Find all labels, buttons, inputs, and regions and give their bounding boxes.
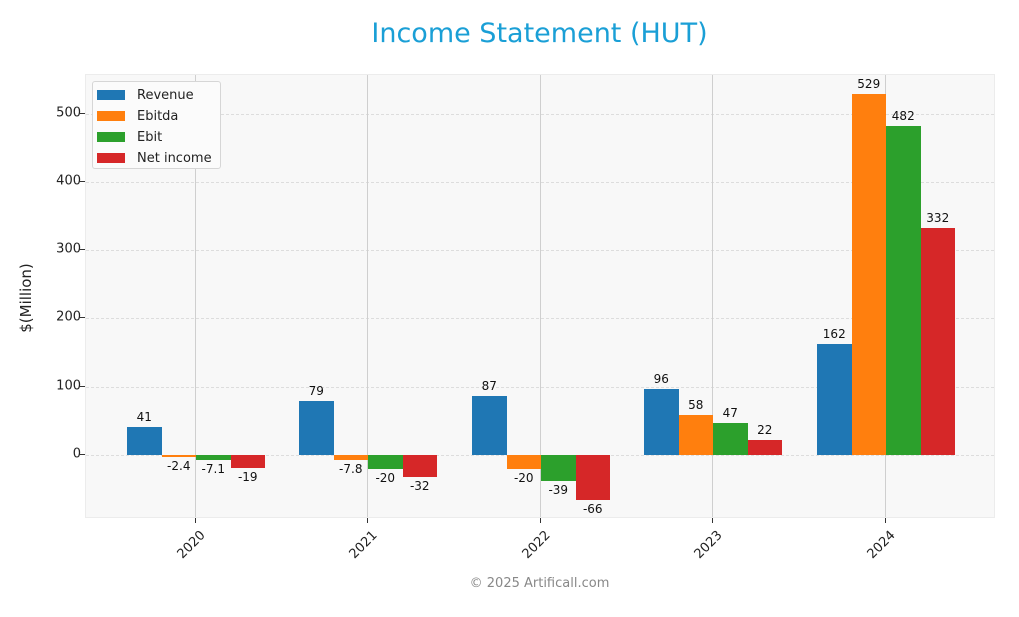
bar-ebitda-2020 bbox=[161, 454, 196, 457]
x-tick-mark bbox=[540, 518, 541, 523]
legend-item-net-income: Net income bbox=[97, 150, 212, 166]
legend-item-ebit: Ebit bbox=[97, 129, 162, 145]
value-label: 22 bbox=[757, 422, 773, 437]
bar-ebit-2020 bbox=[196, 454, 231, 460]
x-tick-mark bbox=[367, 518, 368, 523]
value-label: -2.4 bbox=[167, 458, 191, 473]
copyright-footer: © 2025 Artificall.com bbox=[469, 576, 610, 591]
x-tick-label: 2024 bbox=[864, 528, 899, 563]
value-label: 41 bbox=[136, 409, 152, 424]
y-tick-label: 400 bbox=[56, 173, 81, 189]
y-tick-label: 300 bbox=[56, 241, 81, 257]
x-tick-label: 2020 bbox=[174, 528, 209, 563]
value-label: 79 bbox=[308, 384, 324, 398]
bar-ebit-2023 bbox=[713, 422, 748, 455]
bar-ebit-2021 bbox=[368, 454, 403, 469]
legend-item-ebitda: Ebitda bbox=[97, 108, 178, 124]
value-label: -66 bbox=[582, 501, 603, 516]
v-gridline bbox=[712, 75, 713, 517]
bar-ebitda-2021 bbox=[333, 454, 368, 461]
bar-ebit-2024 bbox=[886, 126, 921, 455]
bar-revenue-2023 bbox=[644, 389, 679, 455]
y-tick-label: 100 bbox=[56, 378, 81, 394]
x-tick-mark bbox=[885, 518, 886, 523]
y-axis-label: $(Million) bbox=[17, 263, 35, 333]
value-label: 332 bbox=[926, 211, 950, 226]
value-label: -7.1 bbox=[201, 461, 225, 476]
x-tick-mark bbox=[195, 518, 196, 523]
x-tick-label: 2022 bbox=[519, 528, 554, 563]
legend: Revenue Ebitda Ebit Net income bbox=[92, 81, 221, 169]
value-label: -20 bbox=[513, 470, 534, 485]
y-tick-label: 0 bbox=[72, 446, 81, 462]
y-tick-mark bbox=[80, 385, 85, 387]
value-label: 47 bbox=[722, 405, 738, 420]
value-label: -32 bbox=[409, 478, 430, 493]
bar-net-income-2021 bbox=[402, 454, 437, 477]
y-tick-mark bbox=[80, 249, 85, 251]
bar-ebitda-2024 bbox=[851, 94, 886, 455]
value-label: 529 bbox=[857, 77, 881, 92]
bar-net-income-2023 bbox=[747, 439, 782, 455]
legend-swatch-ebitda bbox=[97, 111, 125, 121]
value-label: -19 bbox=[237, 469, 258, 484]
value-label: 96 bbox=[653, 372, 669, 387]
value-label: -7.8 bbox=[339, 462, 363, 477]
plot-area: 41 -2.4 -7.1 -19 79 -7.8 -20 -32 87 -20 -39 -66 96 58… bbox=[85, 74, 995, 518]
legend-swatch-ebit bbox=[97, 132, 125, 142]
y-tick-label: 500 bbox=[56, 105, 81, 121]
y-tick-label: 200 bbox=[56, 309, 81, 325]
legend-item-revenue: Revenue bbox=[97, 87, 194, 103]
legend-swatch-revenue bbox=[97, 90, 125, 100]
bar-net-income-2022 bbox=[575, 454, 610, 500]
x-tick-label: 2021 bbox=[346, 528, 381, 563]
value-label: -20 bbox=[375, 470, 396, 485]
bar-revenue-2020 bbox=[127, 426, 162, 455]
legend-swatch-net-income bbox=[97, 153, 125, 163]
bar-revenue-2021 bbox=[299, 401, 334, 455]
x-tick-label: 2023 bbox=[691, 528, 726, 563]
value-label: 162 bbox=[822, 327, 846, 342]
bar-ebit-2022 bbox=[541, 454, 576, 482]
v-gridline bbox=[540, 75, 541, 517]
value-label: -39 bbox=[548, 483, 569, 498]
bar-revenue-2024 bbox=[817, 344, 852, 455]
v-gridline bbox=[195, 75, 196, 517]
value-label: 58 bbox=[688, 398, 704, 413]
x-tick-mark bbox=[712, 518, 713, 523]
bar-ebitda-2023 bbox=[678, 415, 713, 455]
v-gridline bbox=[367, 75, 368, 517]
y-tick-mark bbox=[80, 317, 85, 319]
value-label: 482 bbox=[891, 109, 915, 124]
bar-ebitda-2022 bbox=[506, 454, 541, 469]
y-tick-mark bbox=[80, 181, 85, 183]
value-label: 87 bbox=[481, 378, 497, 393]
bar-net-income-2020 bbox=[230, 454, 265, 468]
bar-revenue-2022 bbox=[472, 395, 507, 455]
bar-net-income-2024 bbox=[920, 228, 955, 455]
y-tick-mark bbox=[80, 112, 85, 114]
chart-title: Income Statement (HUT) bbox=[371, 18, 708, 49]
y-tick-mark bbox=[80, 453, 85, 455]
